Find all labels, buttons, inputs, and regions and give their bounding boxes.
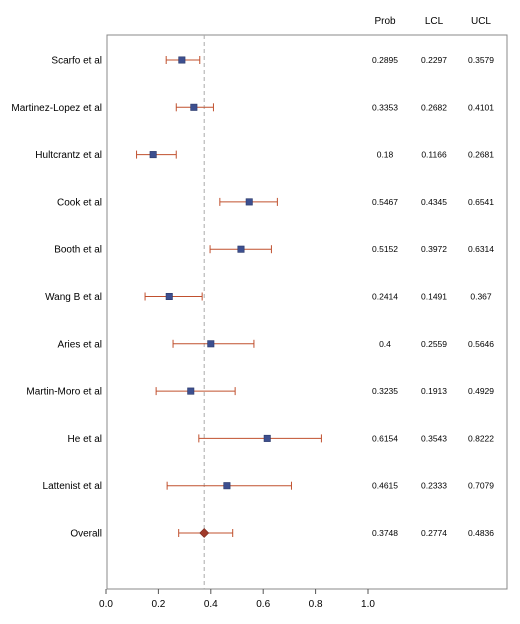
study-label: Overall bbox=[70, 529, 102, 540]
ucl-value: 0.6541 bbox=[468, 197, 494, 207]
x-tick-label: 0.0 bbox=[99, 599, 113, 610]
study-rows: Scarfo et al 0.2895 0.2297 0.3579 Martinez-L… bbox=[11, 55, 494, 540]
point-estimate-marker bbox=[263, 434, 271, 442]
plot-frame bbox=[106, 34, 508, 590]
ucl-value: 0.8222 bbox=[468, 433, 494, 443]
x-tick-label: 0.4 bbox=[204, 599, 218, 610]
prob-value: 0.4 bbox=[379, 339, 391, 349]
lcl-value: 0.2774 bbox=[421, 528, 447, 538]
study-row: Cook et al 0.5467 0.4345 0.6541 bbox=[57, 197, 494, 209]
point-estimate-marker bbox=[165, 292, 173, 300]
ucl-value: 0.3579 bbox=[468, 55, 494, 65]
study-row: Booth et al 0.5152 0.3972 0.6314 bbox=[54, 244, 494, 256]
ucl-value: 0.6314 bbox=[468, 244, 494, 254]
prob-value: 0.3748 bbox=[372, 528, 398, 538]
point-estimate-marker bbox=[178, 56, 186, 64]
ucl-value: 0.2681 bbox=[468, 150, 494, 160]
ucl-value: 0.4929 bbox=[468, 386, 494, 396]
study-row: Scarfo et al 0.2895 0.2297 0.3579 bbox=[51, 55, 494, 67]
ucl-value: 0.5646 bbox=[468, 339, 494, 349]
overall-row: Overall 0.3748 0.2774 0.4836 bbox=[70, 528, 494, 540]
ucl-value: 0.367 bbox=[470, 292, 492, 302]
study-label: He et al bbox=[68, 434, 102, 445]
ucl-value: 0.4101 bbox=[468, 102, 494, 112]
lcl-value: 0.1491 bbox=[421, 292, 447, 302]
lcl-value: 0.4345 bbox=[421, 197, 447, 207]
column-header-prob: Prob bbox=[374, 16, 396, 27]
lcl-value: 0.1913 bbox=[421, 386, 447, 396]
lcl-value: 0.2333 bbox=[421, 481, 447, 491]
prob-value: 0.3235 bbox=[372, 386, 398, 396]
prob-value: 0.5152 bbox=[372, 244, 398, 254]
study-label: Wang B et al bbox=[45, 292, 102, 303]
point-estimate-marker bbox=[207, 340, 215, 348]
lcl-value: 0.3543 bbox=[421, 433, 447, 443]
ucl-value: 0.7079 bbox=[468, 481, 494, 491]
column-header-ucl: UCL bbox=[471, 16, 491, 27]
study-row: Martinez-Lopez et al 0.3353 0.2682 0.4101 bbox=[11, 102, 494, 114]
study-row: Hultcrantz et al 0.18 0.1166 0.2681 bbox=[35, 150, 494, 162]
x-tick-label: 0.6 bbox=[256, 599, 270, 610]
point-estimate-marker bbox=[245, 198, 253, 206]
study-label: Booth et al bbox=[54, 245, 102, 256]
prob-value: 0.18 bbox=[377, 150, 394, 160]
study-label: Lattenist et al bbox=[43, 481, 102, 492]
point-estimate-marker bbox=[149, 151, 157, 159]
lcl-value: 0.3972 bbox=[421, 244, 447, 254]
study-row: Martin-Moro et al 0.3235 0.1913 0.4929 bbox=[26, 386, 494, 398]
lcl-value: 0.2682 bbox=[421, 102, 447, 112]
study-label: Aries et al bbox=[58, 339, 102, 350]
study-row: Lattenist et al 0.4615 0.2333 0.7079 bbox=[43, 481, 495, 493]
prob-value: 0.5467 bbox=[372, 197, 398, 207]
lcl-value: 0.2559 bbox=[421, 339, 447, 349]
x-tick-label: 0.2 bbox=[151, 599, 165, 610]
ucl-value: 0.4836 bbox=[468, 528, 494, 538]
study-label: Martin-Moro et al bbox=[26, 387, 102, 398]
column-header-lcl: LCL bbox=[425, 16, 444, 27]
prob-value: 0.6154 bbox=[372, 433, 398, 443]
point-estimate-marker bbox=[190, 103, 198, 111]
x-tick-label: 1.0 bbox=[361, 599, 375, 610]
point-estimate-marker bbox=[223, 482, 231, 490]
prob-value: 0.2895 bbox=[372, 55, 398, 65]
prob-value: 0.2414 bbox=[372, 292, 398, 302]
study-label: Hultcrantz et al bbox=[35, 150, 102, 161]
point-estimate-marker bbox=[237, 245, 245, 253]
study-label: Cook et al bbox=[57, 197, 102, 208]
prob-value: 0.4615 bbox=[372, 481, 398, 491]
study-row: Aries et al 0.4 0.2559 0.5646 bbox=[58, 339, 495, 351]
study-row: He et al 0.6154 0.3543 0.8222 bbox=[68, 433, 495, 445]
lcl-value: 0.1166 bbox=[421, 150, 447, 160]
x-axis: 0.0 0.2 0.4 0.6 0.8 1.0 bbox=[99, 589, 375, 610]
study-label: Martinez-Lopez et al bbox=[11, 103, 102, 114]
study-label: Scarfo et al bbox=[51, 56, 102, 67]
study-row: Wang B et al 0.2414 0.1491 0.367 bbox=[45, 292, 492, 304]
overall-estimate-diamond bbox=[199, 528, 210, 538]
x-tick-label: 0.8 bbox=[309, 599, 323, 610]
lcl-value: 0.2297 bbox=[421, 55, 447, 65]
point-estimate-marker bbox=[187, 387, 195, 395]
prob-value: 0.3353 bbox=[372, 102, 398, 112]
